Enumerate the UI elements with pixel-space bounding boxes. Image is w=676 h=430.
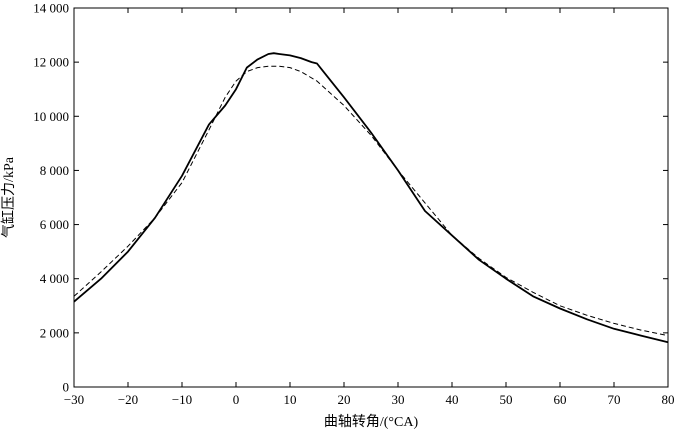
x-tick-label: −20	[118, 392, 138, 407]
y-axis-ticks: 0 2 000 4 000 6 000 8 000 10 000 12 000 14 000	[33, 1, 668, 395]
x-tick-label: 30	[392, 392, 405, 407]
x-tick-label: 10	[284, 392, 297, 407]
y-tick-label: 4 000	[40, 271, 69, 286]
y-tick-label: 14 000	[33, 1, 69, 16]
x-tick-label: 0	[233, 392, 240, 407]
solid-pressure-curve	[73, 52, 669, 344]
y-tick-label: 2 000	[40, 325, 69, 340]
x-tick-label: 50	[500, 392, 513, 407]
x-tick-label: 70	[608, 392, 621, 407]
y-tick-label: 8 000	[40, 163, 69, 178]
y-tick-label: 6 000	[40, 217, 69, 232]
series-layer	[73, 52, 669, 344]
x-tick-label: −10	[172, 392, 192, 407]
y-axis-title: 气缸压力/kPa	[0, 156, 17, 238]
x-tick-label: 20	[338, 392, 351, 407]
y-tick-label: 12 000	[33, 55, 69, 70]
x-tick-label: −30	[64, 392, 84, 407]
x-tick-label: 60	[554, 392, 567, 407]
y-tick-label: 0	[63, 380, 70, 395]
dashed-pressure-curve	[73, 65, 669, 337]
x-tick-label: 40	[446, 392, 459, 407]
x-tick-label: 80	[662, 392, 675, 407]
y-tick-label: 10 000	[33, 109, 69, 124]
x-axis-title: 曲轴转角/(°CA)	[324, 414, 419, 430]
plot-frame	[73, 7, 669, 388]
x-axis-ticks: −30 −20 −10 0 10 20 30 40 50 60 70 80	[64, 8, 675, 407]
